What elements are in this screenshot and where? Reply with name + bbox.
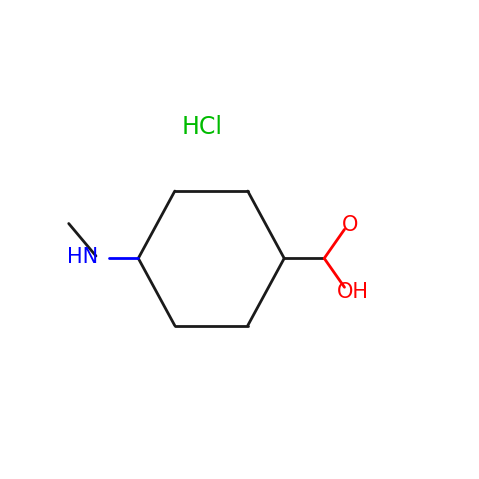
Text: O: O	[342, 215, 358, 235]
Text: HN: HN	[67, 247, 98, 267]
Text: HCl: HCl	[182, 114, 222, 138]
Text: OH: OH	[337, 282, 369, 302]
